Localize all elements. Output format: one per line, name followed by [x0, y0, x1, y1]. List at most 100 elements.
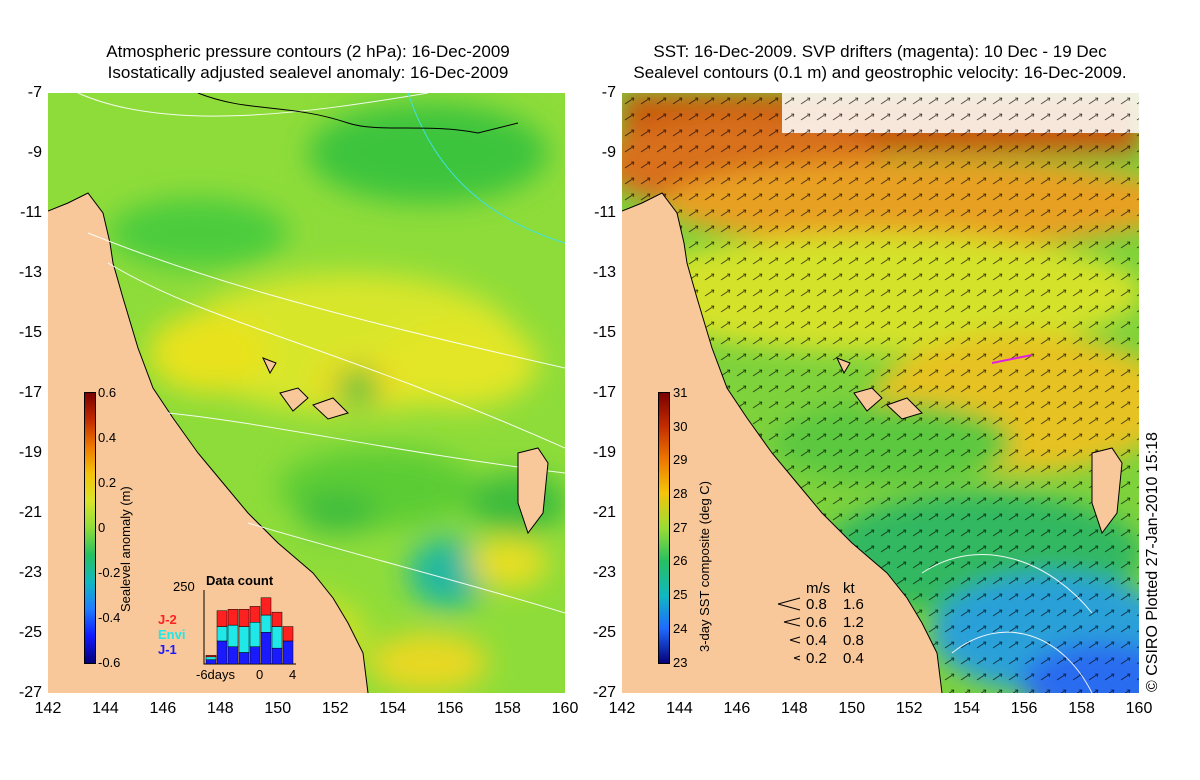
right-x-tick-1: 144 [666, 700, 693, 717]
right-cbar-tick-7: 24 [673, 621, 688, 636]
left-y-tick-5: -17 [18, 384, 42, 401]
sat-label-j1: J-1 [158, 642, 177, 657]
left-x-tick-4: 150 [264, 700, 292, 717]
left-y-tick-8: -23 [18, 564, 42, 581]
right-y-tick-7: -21 [592, 504, 616, 521]
right-y-tick-0: -7 [601, 84, 616, 101]
left-y-tick-0: -7 [27, 84, 42, 101]
right-cbar-tick-5: 26 [673, 553, 688, 568]
left-x-tick-0: 142 [34, 700, 62, 717]
left-y-tick-7: -21 [18, 504, 42, 521]
data-count-xlabel-2: 4 [289, 667, 297, 682]
right-x-tick-7: 156 [1010, 700, 1038, 717]
data-count-bar-6-J-2 [271, 611, 283, 627]
data-count-bar-3-Envi [238, 626, 250, 653]
left-cbar-tick-3: 0 [98, 520, 106, 535]
left-x-tick-3: 148 [206, 700, 234, 717]
data-count-bar-3-J-1 [238, 652, 250, 665]
data-count-bar-2-Envi [227, 624, 239, 647]
right-cbar-tick-8: 23 [673, 655, 688, 670]
data-count-bar-5-J-1 [260, 632, 272, 665]
data-count-bar-4-J-1 [249, 646, 261, 665]
left-cbar-tick-4: -0.2 [98, 565, 121, 580]
left-y-tick-3: -13 [18, 264, 42, 281]
right-y-tick-4: -15 [592, 324, 616, 341]
data-count-ymax: 250 [173, 579, 195, 594]
right-colorbar [658, 392, 670, 664]
right-y-tick-10: -27 [592, 684, 616, 701]
left-y-tick-1: -9 [27, 144, 42, 161]
left-x-tick-6: 154 [379, 700, 406, 717]
right-x-tick-4: 150 [838, 700, 866, 717]
data-count-bar-5-Envi [260, 614, 272, 633]
right-cbar-tick-6: 25 [673, 587, 688, 602]
sat-label-envi: Envi [158, 627, 186, 642]
left-y-tick-2: -11 [20, 204, 42, 221]
right-cbar-tick-2: 29 [673, 452, 688, 467]
left-cbar-tick-0: 0.6 [98, 385, 117, 400]
left-x-tick-2: 146 [149, 700, 177, 717]
velocity-legend-header-kt: kt [843, 580, 855, 597]
velocity-legend-kt-3: 0.4 [843, 650, 864, 667]
left-x-tick-5: 152 [321, 700, 349, 717]
left-x-tick-1: 144 [92, 700, 119, 717]
right-y-tick-5: -17 [592, 384, 616, 401]
left-cbar-tick-5: -0.4 [98, 610, 121, 625]
left-y-tick-10: -27 [18, 684, 42, 701]
left-x-tick-8: 158 [494, 700, 521, 717]
right-title-line1: SST: 16-Dec-2009. SVP drifters (magenta)… [653, 42, 1107, 61]
data-count-bar-5-J-2 [260, 597, 272, 616]
data-count-bar-4-J-2 [249, 606, 261, 623]
right-x-tick-5: 152 [895, 700, 923, 717]
sst-map-graphic [622, 93, 1139, 693]
right-title-line2: Sealevel contours (0.1 m) and geostrophi… [633, 63, 1127, 82]
data-count-chart [203, 590, 296, 665]
right-colorbar-label: 3-day SST composite (deg C) [697, 481, 712, 652]
data-count-xlabel-0: -6days [196, 667, 236, 682]
data-count-bar-6-J-1 [271, 647, 283, 665]
velocity-legend-ms-1: 0.6 [806, 614, 827, 631]
left-y-tick-4: -15 [18, 324, 42, 341]
left-y-tick-9: -25 [18, 624, 42, 641]
left-title-line2: Isostatically adjusted sealevel anomaly:… [107, 63, 509, 82]
data-count-xlabel-1: 0 [256, 667, 264, 682]
data-count-bar-3-J-2 [238, 609, 250, 627]
velocity-legend-header-ms: m/s [806, 580, 831, 597]
right-y-tick-2: -11 [594, 204, 616, 221]
data-count-bar-0-J-1 [205, 659, 217, 665]
right-cbar-tick-1: 30 [673, 419, 688, 434]
left-x-tick-7: 156 [436, 700, 464, 717]
right-map [622, 93, 1139, 693]
velocity-legend-arrows [777, 597, 801, 661]
right-y-tick-6: -19 [592, 444, 616, 461]
velocity-legend-kt-1: 1.2 [843, 614, 864, 631]
data-count-bar-0-Envi [205, 656, 217, 660]
data-count-bar-7-J-2 [282, 626, 294, 642]
sat-label-j2: J-2 [158, 612, 177, 627]
right-x-tick-6: 154 [953, 700, 980, 717]
right-x-tick-0: 142 [608, 700, 636, 717]
velocity-legend-kt-2: 0.8 [843, 632, 864, 649]
left-y-tick-6: -19 [18, 444, 42, 461]
right-y-tick-8: -23 [592, 564, 616, 581]
data-count-inset: Data count [200, 572, 300, 682]
left-title-line1: Atmospheric pressure contours (2 hPa): 1… [106, 42, 510, 61]
data-count-bar-4-Envi [249, 621, 261, 647]
right-y-tick-3: -13 [592, 264, 616, 281]
right-y-tick-9: -25 [592, 624, 616, 641]
velocity-legend-ms-2: 0.4 [806, 632, 827, 649]
right-x-tick-9: 160 [1125, 700, 1153, 717]
data-count-bar-6-Envi [271, 626, 283, 649]
data-count-title: Data count [206, 573, 274, 588]
data-count-bar-1-J-2 [216, 610, 228, 627]
left-colorbar [84, 392, 96, 664]
right-y-tick-1: -9 [601, 144, 616, 161]
right-x-tick-3: 148 [780, 700, 808, 717]
sealevel-map-graphic [48, 93, 565, 693]
data-count-bar-1-J-1 [216, 640, 228, 665]
data-count-bar-7-J-1 [282, 640, 294, 665]
data-count-bar-2-J-2 [227, 609, 239, 626]
plot-credit: © CSIRO Plotted 27-Jan-2010 15:18 [1144, 432, 1161, 692]
velocity-legend-ms-3: 0.2 [806, 650, 827, 667]
velocity-legend-ms-0: 0.8 [806, 596, 827, 613]
